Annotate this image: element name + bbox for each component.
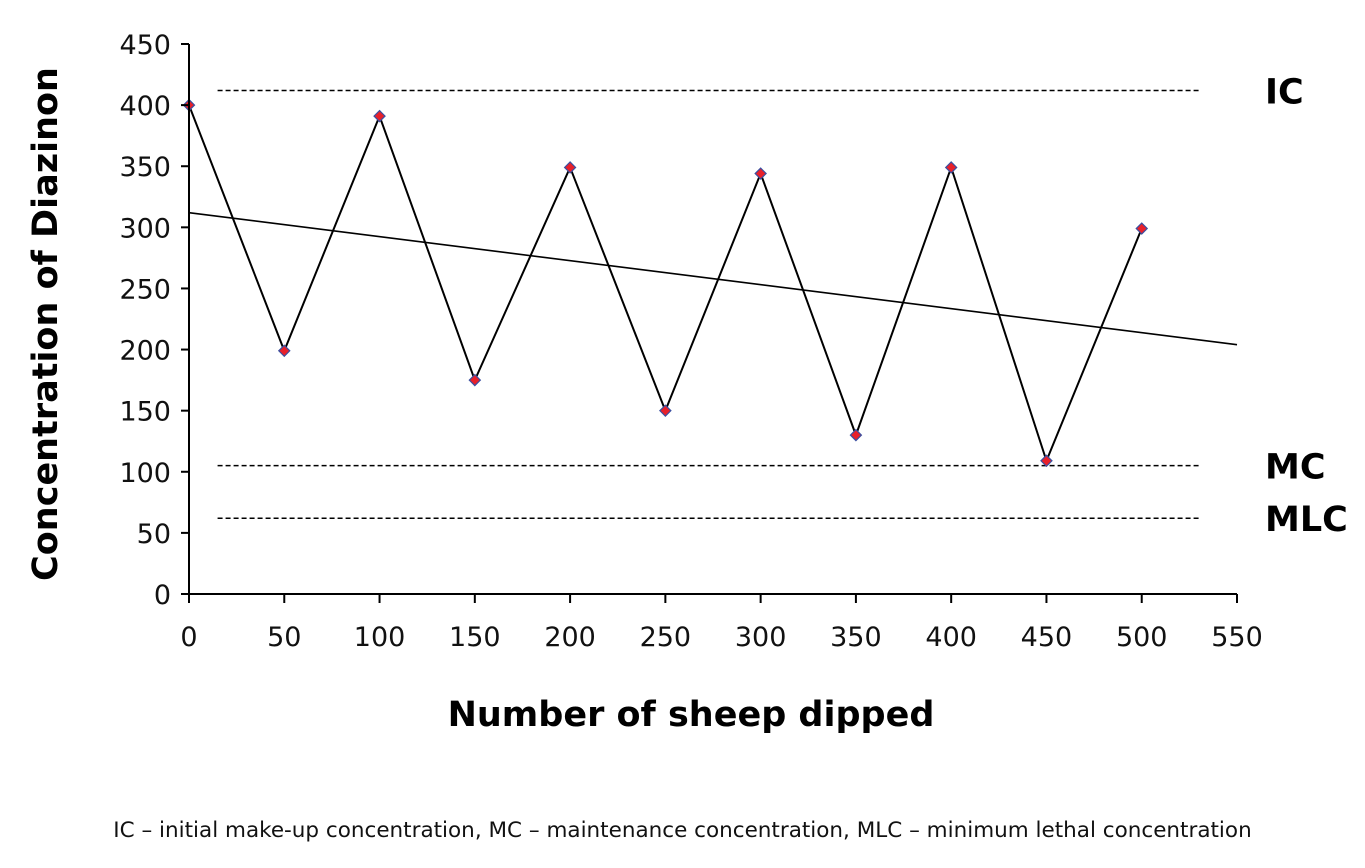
reference-lines	[217, 89, 1199, 519]
x-tick-label: 450	[1021, 622, 1073, 653]
data-point	[754, 167, 767, 180]
y-tick-label: 50	[137, 519, 171, 550]
axes: 0 50 100 150 200 250 300 350 400 450 0 50 100 150 200 2…	[119, 30, 1262, 653]
data-point	[944, 161, 958, 174]
y-tick-label: 300	[119, 213, 171, 244]
y-tick-label: 350	[119, 152, 171, 183]
reference-label-mc: MC	[1265, 448, 1326, 488]
y-tick-label: 400	[119, 91, 171, 122]
y-tick-label: 250	[119, 274, 171, 305]
x-tick-label: 200	[544, 622, 596, 653]
data-point	[468, 373, 482, 387]
y-axis-title: Concentration of Diazinon	[26, 67, 66, 581]
x-tick-label: 500	[1116, 622, 1168, 653]
x-tick-label: 0	[180, 622, 197, 653]
x-axis-title: Number of sheep dipped	[448, 695, 935, 735]
y-tick-label: 150	[119, 397, 171, 428]
data-point	[277, 344, 291, 358]
data-point	[563, 161, 577, 174]
y-tick-label: 0	[154, 580, 171, 611]
data-point	[1135, 222, 1149, 235]
x-tick-label: 550	[1211, 622, 1263, 653]
reference-label-mlc: MLC	[1265, 500, 1348, 540]
labels: Number of sheep dipped Concentration of D…	[26, 67, 1348, 735]
reference-label-ic: IC	[1265, 72, 1304, 112]
y-tick-label: 200	[119, 336, 171, 367]
x-tick-label: 400	[925, 622, 977, 653]
x-tick-label: 300	[735, 622, 787, 653]
x-tick-label: 250	[640, 622, 692, 653]
x-tick-label: 100	[354, 622, 406, 653]
x-tick-label: 350	[830, 622, 882, 653]
y-tick-label: 100	[119, 458, 171, 489]
data-point	[659, 404, 672, 418]
data-point	[849, 428, 863, 442]
x-tick-label: 50	[267, 622, 301, 653]
data-point	[1040, 454, 1053, 468]
y-tick-label: 450	[119, 30, 171, 61]
trendline	[188, 211, 1238, 346]
trendline-group	[188, 211, 1238, 346]
series-group	[182, 98, 1149, 468]
x-tick-label: 150	[449, 622, 501, 653]
chart-caption: IC – initial make-up concentration, MC –…	[113, 818, 1252, 843]
data-point	[373, 109, 386, 123]
